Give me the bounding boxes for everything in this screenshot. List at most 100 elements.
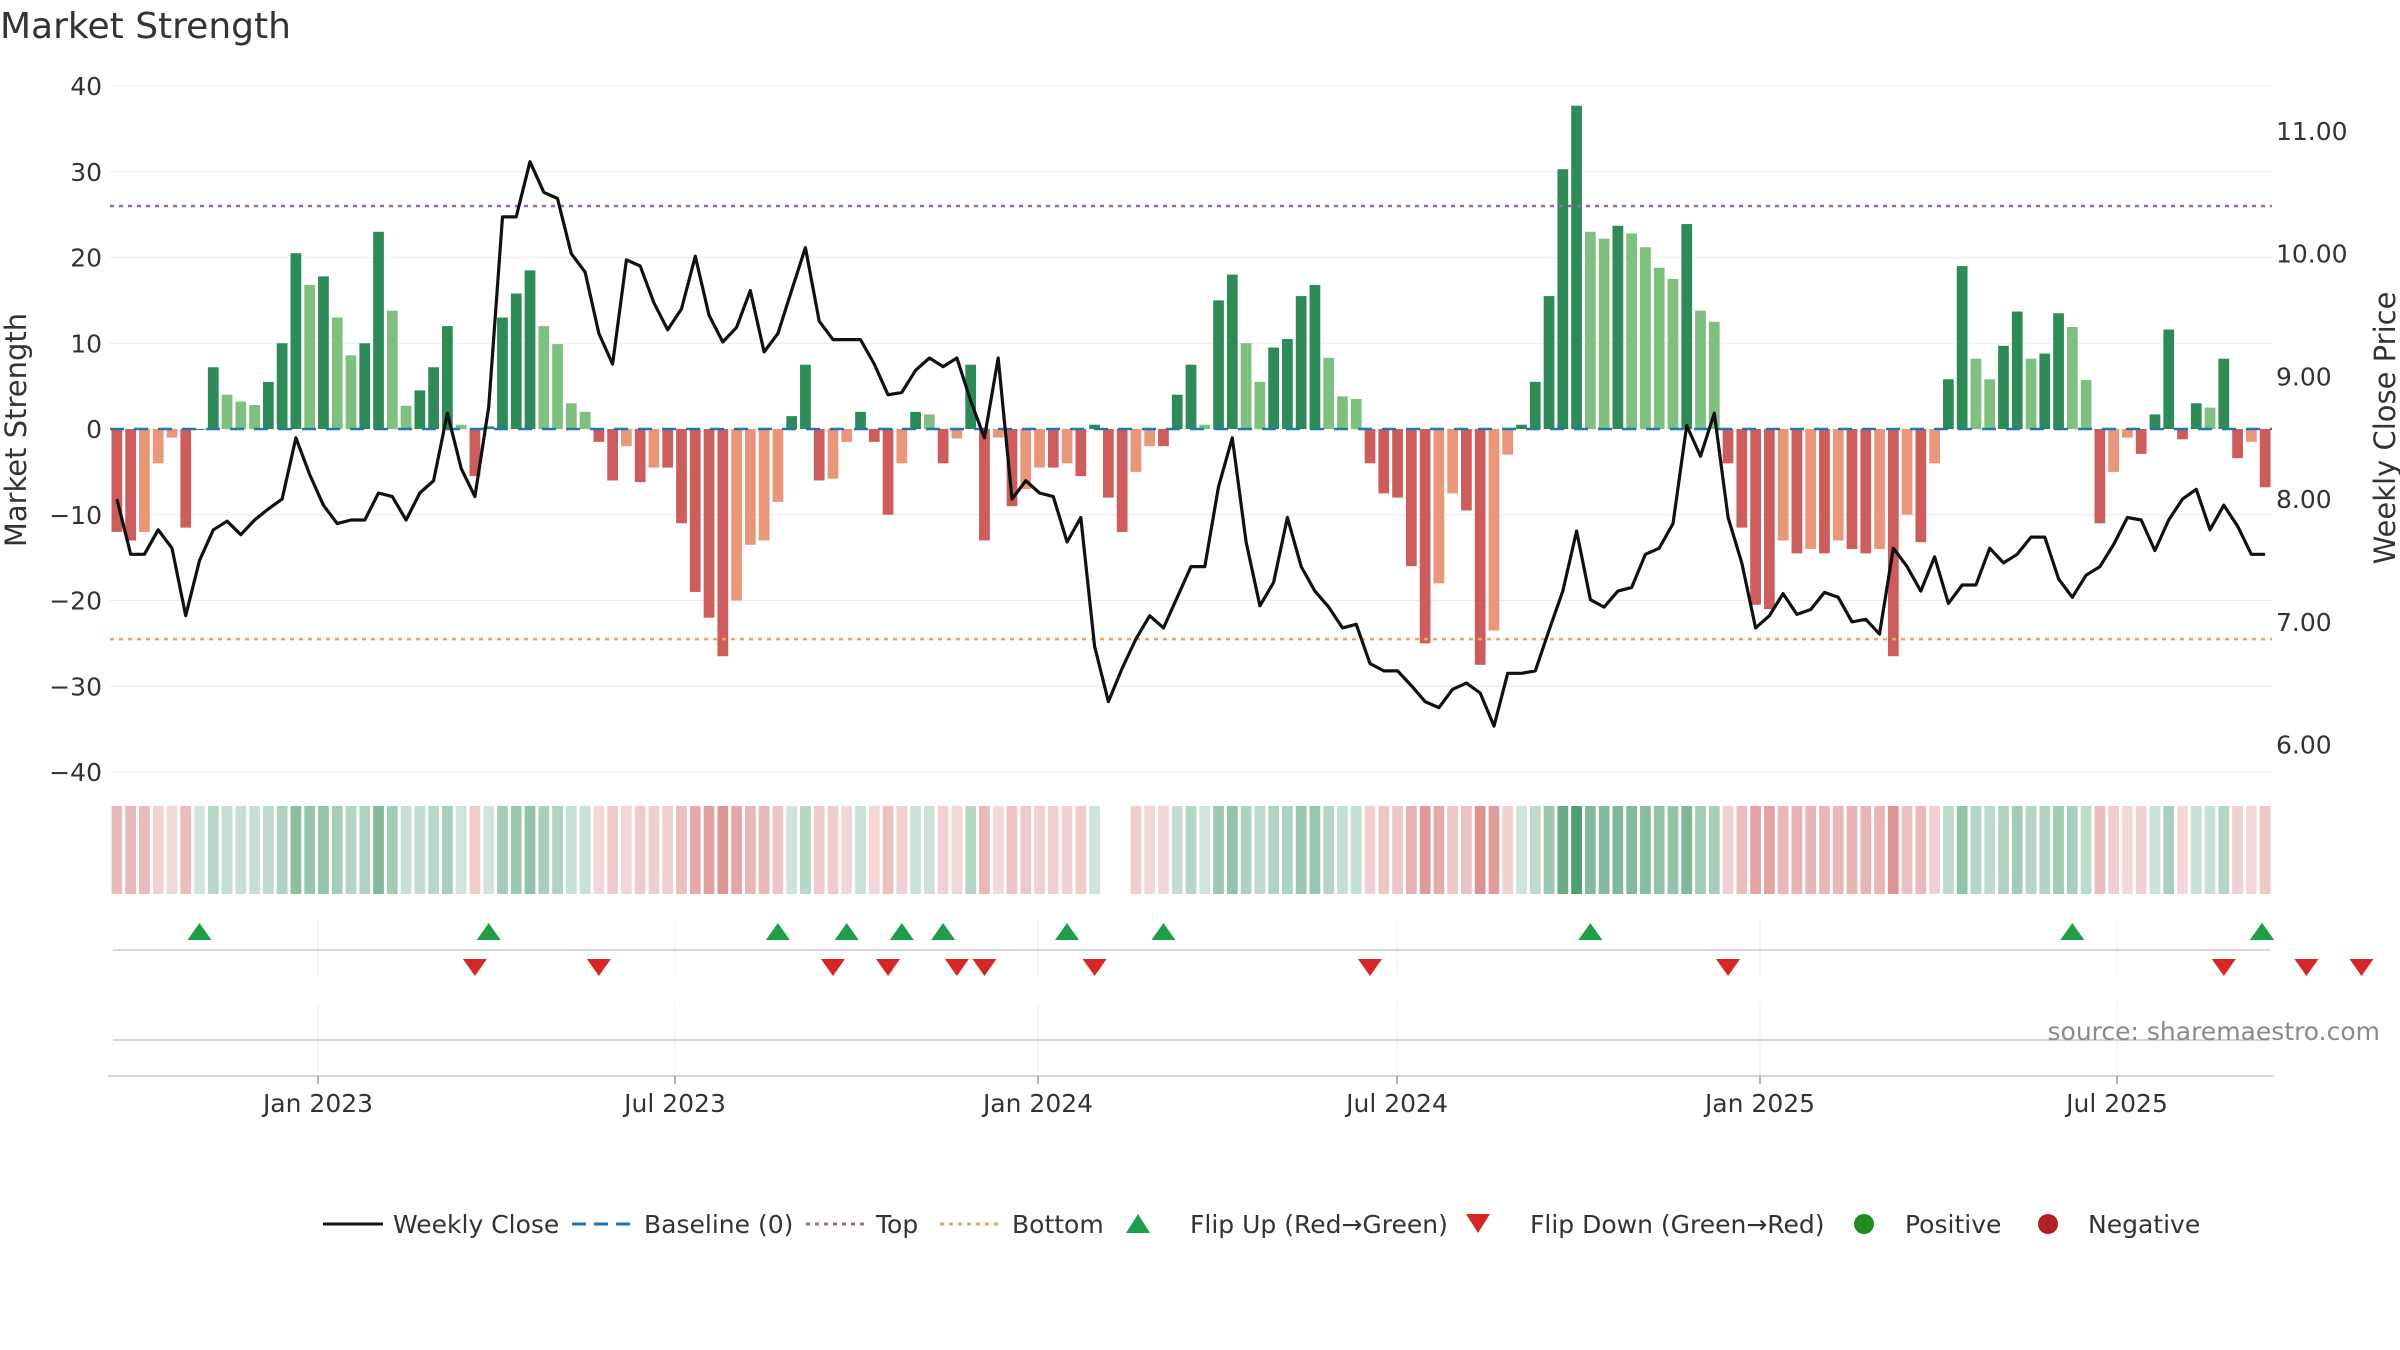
heat-cell xyxy=(428,806,439,894)
y-tick-label: 20 xyxy=(70,244,102,273)
heat-cell xyxy=(1295,806,1307,894)
heat-cell xyxy=(1309,806,1321,894)
heat-cell xyxy=(1846,806,1858,894)
strength-bar xyxy=(1295,296,1307,429)
y2-tick-label: 6.00 xyxy=(2276,731,2332,760)
legend-negative-icon xyxy=(2038,1214,2058,1234)
strength-bar xyxy=(1984,379,1996,429)
strength-bar xyxy=(2135,429,2147,454)
strength-bar xyxy=(1929,429,1940,464)
strength-bar xyxy=(1667,278,1679,429)
heat-cell xyxy=(593,806,605,894)
strength-bar xyxy=(579,411,591,429)
heat-cell xyxy=(400,806,412,894)
strength-bar xyxy=(1612,225,1624,429)
heat-cell xyxy=(262,806,274,894)
strength-bar xyxy=(1350,398,1362,429)
heat-cell xyxy=(1584,806,1596,894)
strength-bar xyxy=(1433,429,1445,584)
heat-cell xyxy=(676,806,687,894)
heat-cell xyxy=(882,806,894,894)
heat-cell xyxy=(1226,806,1238,894)
strength-bar xyxy=(538,326,550,429)
heat-cell xyxy=(1722,806,1734,894)
heat-cell xyxy=(1323,806,1335,894)
heat-cell xyxy=(2204,806,2216,894)
heat-cell xyxy=(2135,806,2147,894)
heat-cell xyxy=(1034,806,1045,894)
flip-up-marker xyxy=(1055,923,1080,940)
strength-bar xyxy=(717,429,729,657)
heat-cell xyxy=(304,806,316,894)
heat-cell xyxy=(1791,806,1803,894)
heat-cell xyxy=(1447,806,1459,894)
strength-bar xyxy=(758,429,770,541)
heat-cell xyxy=(1089,806,1100,894)
heat-cell xyxy=(276,806,288,894)
strength-bar xyxy=(2163,329,2175,429)
strength-bar xyxy=(1171,394,1183,429)
y-tick-label: −40 xyxy=(49,758,102,787)
heat-cell xyxy=(2094,806,2106,894)
strength-bar xyxy=(373,231,384,429)
strength-bar xyxy=(827,429,839,479)
legend-flip-down: Flip Down (Green→Red) xyxy=(1530,1210,1825,1239)
x-tick-label: Jul 2024 xyxy=(1344,1089,1448,1118)
heat-cell xyxy=(579,806,591,894)
heat-cell xyxy=(180,806,192,894)
heat-cell xyxy=(2080,806,2092,894)
heat-cell xyxy=(552,806,563,894)
heat-cell xyxy=(497,806,508,894)
heat-cell xyxy=(1667,806,1679,894)
legend-weekly-close: Weekly Close xyxy=(393,1210,559,1239)
strength-bar xyxy=(1557,169,1569,430)
strength-bar xyxy=(235,401,247,429)
strength-bar xyxy=(1103,429,1114,498)
x-tick-label: Jul 2025 xyxy=(2064,1089,2168,1118)
y-tick-label: 10 xyxy=(70,329,102,358)
strength-bar xyxy=(1915,429,1927,543)
heat-cell xyxy=(1337,806,1348,894)
heat-cell xyxy=(634,806,646,894)
strength-bar xyxy=(1777,429,1789,541)
strength-bar xyxy=(345,355,357,429)
y-tick-label: 30 xyxy=(70,158,102,187)
strength-bar xyxy=(882,429,894,515)
strength-bar xyxy=(2053,313,2064,429)
strength-bar xyxy=(2122,429,2133,438)
strength-bar xyxy=(786,416,798,429)
strength-bar xyxy=(1805,429,1817,550)
heat-cell xyxy=(855,806,866,894)
strength-bar xyxy=(304,284,316,429)
heat-cell xyxy=(1006,806,1018,894)
strength-bar xyxy=(2190,403,2202,429)
heat-cell xyxy=(1144,806,1156,894)
heat-strip xyxy=(111,806,2271,894)
strength-bar xyxy=(428,367,439,429)
heat-cell xyxy=(2218,806,2230,894)
heat-cell xyxy=(2011,806,2023,894)
heat-cell xyxy=(1777,806,1789,894)
heat-cell xyxy=(1502,806,1514,894)
strength-bar xyxy=(1502,429,1514,455)
heat-cell xyxy=(318,806,329,894)
weekly-close-line xyxy=(115,160,2266,728)
strength-bar xyxy=(868,429,880,442)
heat-cell xyxy=(1984,806,1996,894)
strength-bar xyxy=(1750,429,1761,605)
strength-bar xyxy=(497,317,508,429)
heat-cell xyxy=(2163,806,2175,894)
flip-up-marker xyxy=(187,923,212,940)
heat-cell xyxy=(1929,806,1940,894)
strength-bar xyxy=(1461,429,1472,511)
legend-bottom: Bottom xyxy=(1012,1210,1104,1239)
heat-cell xyxy=(290,806,302,894)
heat-cell xyxy=(1061,806,1073,894)
strength-bar xyxy=(400,405,412,429)
heat-cell xyxy=(979,806,990,894)
strength-bar xyxy=(1158,429,1169,447)
heat-cell xyxy=(827,806,839,894)
strength-bar xyxy=(1447,429,1459,494)
heat-cell xyxy=(1254,806,1266,894)
heat-cell xyxy=(1268,806,1279,894)
